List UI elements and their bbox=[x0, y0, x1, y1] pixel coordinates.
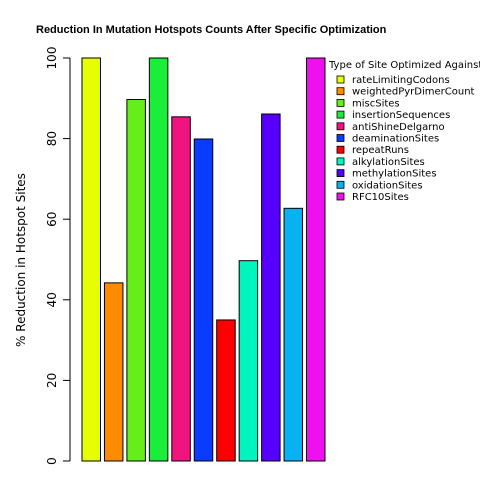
legend-swatch-antiShineDelgarno bbox=[336, 122, 345, 131]
legend-swatch-insertionSequences bbox=[336, 110, 345, 119]
legend-swatch-weightedPyrDimerCount bbox=[336, 87, 345, 96]
legend-title: Type of Site Optimized Against bbox=[328, 60, 480, 71]
bar-repeatRuns bbox=[216, 319, 236, 462]
legend-label-repeatRuns: repeatRuns bbox=[352, 145, 409, 156]
bar-insertionSequences bbox=[148, 57, 169, 462]
legend-swatch-oxidationSites bbox=[336, 180, 345, 189]
legend-swatch-rateLimitingCodons bbox=[336, 75, 345, 84]
bar-weightedPyrDimerCount bbox=[103, 282, 124, 462]
legend-label-alkylationSites: alkylationSites bbox=[352, 157, 425, 168]
bar-antiShineDelgarno bbox=[171, 116, 191, 462]
y-axis-label: % Reduction in Hotspot Sites bbox=[14, 173, 28, 347]
legend-label-weightedPyrDimerCount: weightedPyrDimerCount bbox=[352, 87, 475, 98]
bar-deaminationSites bbox=[193, 138, 214, 462]
legend-label-RFC10Sites: RFC10Sites bbox=[352, 192, 409, 203]
y-tick-label: 0 bbox=[45, 457, 59, 465]
y-tick-label: 80 bbox=[45, 131, 59, 146]
bars bbox=[81, 57, 326, 462]
bar-alkylationSites bbox=[238, 260, 259, 462]
legend-label-antiShineDelgarno: antiShineDelgarno bbox=[352, 122, 445, 133]
bar-miscSites bbox=[126, 99, 146, 462]
y-tick-label: 100 bbox=[45, 47, 59, 70]
legend-swatch-repeatRuns bbox=[336, 145, 345, 154]
y-axis: 0 20 40 60 80 100 bbox=[45, 47, 71, 465]
legend-label-oxidationSites: oxidationSites bbox=[352, 180, 423, 191]
legend-label-insertionSequences: insertionSequences bbox=[352, 110, 450, 121]
legend-label-rateLimitingCodons: rateLimitingCodons bbox=[352, 75, 450, 86]
legend-swatch-alkylationSites bbox=[336, 157, 345, 166]
legend-label-miscSites: miscSites bbox=[352, 98, 400, 109]
bar-rateLimitingCodons bbox=[81, 57, 101, 462]
legend-label-deaminationSites: deaminationSites bbox=[352, 134, 439, 145]
bar-oxidationSites bbox=[283, 207, 304, 462]
y-tick-label: 20 bbox=[45, 373, 59, 388]
chart-title: Reduction In Mutation Hotspots Counts Af… bbox=[36, 24, 387, 36]
legend-items: rateLimitingCodonsweightedPyrDimerCountm… bbox=[336, 75, 475, 203]
legend: Type of Site Optimized Against rateLimit… bbox=[328, 60, 480, 203]
legend-label-methylationSites: methylationSites bbox=[352, 169, 437, 180]
legend-swatch-deaminationSites bbox=[336, 134, 345, 142]
legend-swatch-RFC10Sites bbox=[336, 192, 345, 201]
legend-swatch-miscSites bbox=[336, 99, 345, 107]
bar-methylationSites bbox=[261, 113, 281, 462]
legend-swatch-methylationSites bbox=[336, 169, 345, 178]
y-tick-label: 60 bbox=[45, 212, 59, 227]
y-tick-label: 40 bbox=[45, 292, 59, 307]
bar-RFC10Sites bbox=[306, 57, 326, 462]
